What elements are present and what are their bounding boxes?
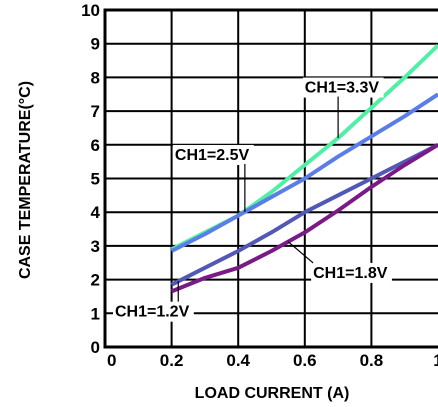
series-annotation: CH1=1.2V <box>115 304 190 321</box>
y-tick-label: 7 <box>91 102 100 121</box>
series-line <box>170 92 438 253</box>
y-tick-label: 8 <box>91 68 100 87</box>
x-tick-label: 0 <box>107 351 116 370</box>
x-tick-label: 1 <box>433 351 438 370</box>
annotation-background <box>172 144 254 165</box>
annotation-leader <box>287 241 314 264</box>
series-annotation: CH1=1.8V <box>313 265 388 282</box>
y-axis-title: CASE TEMPERATURE(°C) <box>17 81 34 279</box>
series-line <box>170 143 438 294</box>
y-tick-label: 5 <box>91 170 100 189</box>
x-axis-title: LOAD CURRENT (A) <box>195 385 350 402</box>
annotation-background <box>302 77 384 98</box>
y-tick-label: 3 <box>91 237 100 256</box>
y-tick-label: 0 <box>91 338 100 357</box>
y-tick-label: 6 <box>91 136 100 155</box>
y-tick-label: 10 <box>81 1 100 20</box>
y-tick-label: 4 <box>91 203 101 222</box>
y-tick-label: 9 <box>91 35 100 54</box>
series-annotation: CH1=2.5V <box>175 147 250 164</box>
annotation-background <box>112 301 194 322</box>
series-annotation: CH1=3.3V <box>305 80 380 97</box>
x-tick-label: 0.4 <box>226 351 250 370</box>
x-tick-labels: 0 0.2 0.4 0.6 0.8 1 <box>107 351 438 370</box>
x-tick-label: 0.8 <box>360 351 384 370</box>
x-tick-label: 0.2 <box>160 351 184 370</box>
series-line <box>170 143 438 287</box>
annotation-background <box>311 262 392 283</box>
plot-frame <box>103 8 438 349</box>
y-tick-label: 2 <box>91 271 100 290</box>
grid-lines <box>105 10 438 347</box>
y-tick-labels: 0 1 2 3 4 5 6 7 8 9 10 <box>81 1 100 357</box>
series-lines <box>170 43 438 294</box>
y-tick-label: 1 <box>91 304 100 323</box>
x-tick-label: 0.6 <box>293 351 317 370</box>
annotations: CH1=3.3V CH1=2.5V CH1=1.8V CH1=1.2V <box>112 77 392 322</box>
